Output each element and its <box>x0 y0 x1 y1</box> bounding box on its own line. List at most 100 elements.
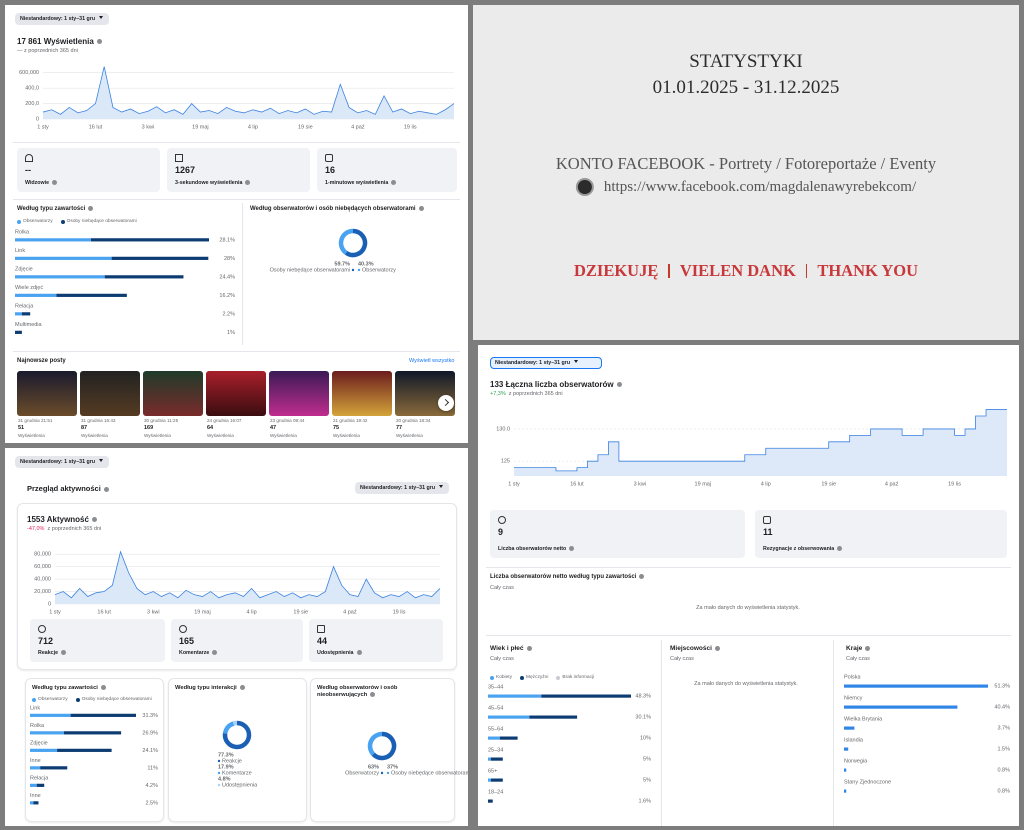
post-date: 20 grudnia 18:34 <box>396 418 431 423</box>
legend-dot <box>386 771 390 775</box>
period: Cały czas <box>490 585 514 591</box>
activity-panel: Niestandardowy: 1 sty–31 gru Przegląd akt… <box>5 448 468 826</box>
post-date: 23 grudnia 09:44 <box>270 418 305 423</box>
x-tick-label: 4 paź <box>343 609 357 615</box>
audience-card <box>310 678 455 822</box>
bar <box>844 768 847 772</box>
filter-label[interactable]: Niestandardowy: 1 sty–31 gru <box>20 16 103 22</box>
filter-label[interactable]: Niestandardowy: 1 sty–31 gru <box>20 459 103 465</box>
x-tick-label: 1 sty <box>37 124 49 130</box>
filter-label[interactable]: Niestandardowy: 1 sty–31 gru <box>495 360 578 366</box>
legend-dot <box>357 268 361 272</box>
y-tick-label: 0 <box>48 601 51 607</box>
cover-panel: STATYSTYKI 01.01.2025 - 31.12.2025 KONTO F… <box>473 5 1019 340</box>
metric: 17 861 Wyświetlenia <box>17 37 102 47</box>
value-label: 2.2% <box>222 311 235 317</box>
stat-label: Udostępnienia <box>317 650 362 656</box>
metric: 133 Łączna liczba obserwatorów <box>490 380 622 390</box>
post-thumbnail[interactable] <box>269 371 329 416</box>
legend-item: Osoby niebędące obserwatorami <box>75 697 152 702</box>
post-label: Wyświetlenia <box>333 433 360 438</box>
post-thumbnail[interactable] <box>332 371 392 416</box>
x-tick-label: 19 lis <box>393 609 406 615</box>
bar-segment <box>15 256 112 260</box>
bar-segment <box>15 312 22 316</box>
legend-dot <box>60 219 65 224</box>
cover-title: STATYSTYKI <box>689 51 803 72</box>
bar <box>844 684 988 688</box>
thanks: DZIEKUJĘ <box>573 261 659 280</box>
x-tick-label: 16 lut <box>89 124 103 130</box>
next-button[interactable] <box>438 395 454 411</box>
thanks: VIELEN DANK <box>679 261 796 280</box>
legend-item: Osoby niebędące obserwatorami <box>60 219 137 224</box>
y-tick-label: 80,000 <box>34 552 51 558</box>
category-label: Wielka Brytania <box>844 716 883 722</box>
bar <box>844 789 847 793</box>
legend-dot <box>17 219 21 224</box>
value-label: 4.2% <box>145 783 158 789</box>
see-all-link[interactable]: Wyświetl wszystko <box>409 358 455 364</box>
divider <box>13 142 460 143</box>
section-title: Według typu interakcji <box>175 685 245 692</box>
legend-dot <box>217 759 221 763</box>
bar-segment <box>104 275 184 279</box>
filter-label[interactable]: Niestandardowy: 1 sty–31 gru <box>360 485 443 491</box>
change-value: -47,0% <box>27 526 45 532</box>
post-thumbnail[interactable] <box>80 371 140 416</box>
bar-segment <box>90 238 209 242</box>
bar-segment <box>15 275 105 279</box>
stat-value: 165 <box>179 636 195 646</box>
category-label: Wiele zdjęć <box>15 285 43 291</box>
post-thumbnail[interactable] <box>143 371 203 416</box>
category-label: 65+ <box>488 768 497 774</box>
legend-dot <box>380 771 384 775</box>
legend-label: Osoby niebędące obserwatorami <box>81 697 152 702</box>
legend-label: Kobiety <box>496 675 512 680</box>
stat-value: 712 <box>38 636 54 646</box>
post-value: 47 <box>270 425 277 431</box>
legend-dot <box>556 675 561 680</box>
metric: 1553 Aktywność <box>27 515 97 525</box>
x-tick-label: 19 maj <box>192 124 209 130</box>
bar-segment <box>15 330 22 334</box>
bar <box>844 726 855 730</box>
audience-donut: 63%Obserwatorzy 37%Osoby niebędące obserw… <box>345 731 468 776</box>
post-date: 24 grudnia 16:07 <box>207 418 242 423</box>
post-thumbnail[interactable] <box>206 371 266 416</box>
x-tick-label: 4 paź <box>885 481 899 487</box>
change-note: z poprzednich 365 dni <box>508 391 563 397</box>
bar-segment <box>70 713 136 717</box>
legend-dot <box>75 697 80 702</box>
section-title: Według typu zawartości <box>17 206 93 213</box>
legend-label: Obserwatorzy <box>23 219 53 224</box>
audience-donut: 59.7%Osoby niebędące obserwatorami 40.3%O… <box>270 228 396 273</box>
x-tick-label: 4 lip <box>761 481 771 487</box>
value-label: 16.2% <box>219 293 235 299</box>
category-label: 45–54 <box>488 705 503 711</box>
legend-item: Brak informacji <box>556 675 594 680</box>
views-chart: 0 200,0 400,0 600,000 1 sty 16 lut 3 kwi 19 maj… <box>19 66 455 130</box>
area <box>514 409 1007 476</box>
change-value: +7,3% <box>490 391 506 397</box>
post-thumbnail[interactable] <box>17 371 77 416</box>
bar-segment <box>33 801 39 805</box>
value-label: 40.4% <box>994 705 1010 711</box>
post-value: 169 <box>144 425 154 431</box>
area <box>43 66 454 119</box>
stat-icon <box>498 516 506 524</box>
bar-segment <box>30 748 58 752</box>
category-label: 55–64 <box>488 726 503 732</box>
donut-slice <box>344 228 368 258</box>
followers-chart: 125 130.0 1 sty 16 lut 3 kwi 19 maj 4 lip 19 si… <box>496 409 1007 487</box>
section-title: Kraje <box>846 645 870 653</box>
change-row: -47,0% z poprzednich 365 dni <box>27 526 101 532</box>
value-label: 3.7% <box>997 726 1010 732</box>
value-label: 10% <box>640 736 651 742</box>
category-label: 35–44 <box>488 684 503 690</box>
thanks: THANK YOU <box>817 261 919 280</box>
stat-value: 11 <box>763 527 773 537</box>
bar-segment <box>488 757 491 761</box>
stat-value: 44 <box>317 636 328 646</box>
